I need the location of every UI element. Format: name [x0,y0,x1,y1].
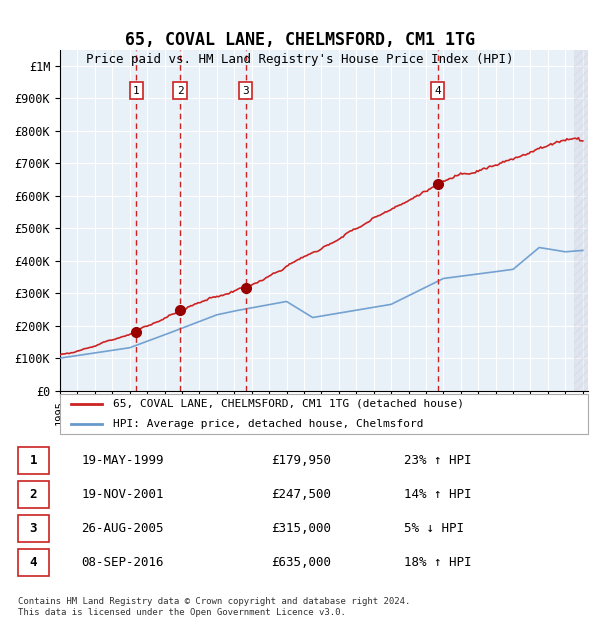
Text: 23% ↑ HPI: 23% ↑ HPI [404,454,471,467]
Text: £315,000: £315,000 [271,522,331,535]
FancyBboxPatch shape [60,394,588,434]
Text: £247,500: £247,500 [271,488,331,501]
Text: 1: 1 [29,454,37,467]
Text: Price paid vs. HM Land Registry's House Price Index (HPI): Price paid vs. HM Land Registry's House … [86,53,514,66]
Text: 18% ↑ HPI: 18% ↑ HPI [404,556,471,569]
Text: 26-AUG-2005: 26-AUG-2005 [81,522,164,535]
FancyBboxPatch shape [18,447,49,474]
Text: 65, COVAL LANE, CHELMSFORD, CM1 1TG: 65, COVAL LANE, CHELMSFORD, CM1 1TG [125,31,475,49]
FancyBboxPatch shape [18,481,49,508]
Text: HPI: Average price, detached house, Chelmsford: HPI: Average price, detached house, Chel… [113,419,424,429]
FancyBboxPatch shape [18,549,49,576]
Text: 1: 1 [133,86,140,95]
Text: 4: 4 [434,86,441,95]
Text: 14% ↑ HPI: 14% ↑ HPI [404,488,471,501]
FancyBboxPatch shape [18,515,49,542]
Text: This data is licensed under the Open Government Licence v3.0.: This data is licensed under the Open Gov… [18,608,346,617]
Bar [574,50,588,391]
Text: £635,000: £635,000 [271,556,331,569]
Text: 3: 3 [242,86,249,95]
Text: 5% ↓ HPI: 5% ↓ HPI [404,522,464,535]
Text: 3: 3 [29,522,37,535]
Text: 19-MAY-1999: 19-MAY-1999 [81,454,164,467]
Text: £179,950: £179,950 [271,454,331,467]
Text: 2: 2 [29,488,37,501]
Text: 4: 4 [29,556,37,569]
Text: 19-NOV-2001: 19-NOV-2001 [81,488,164,501]
Text: Contains HM Land Registry data © Crown copyright and database right 2024.: Contains HM Land Registry data © Crown c… [18,598,410,606]
Text: 2: 2 [176,86,184,95]
Text: 08-SEP-2016: 08-SEP-2016 [81,556,164,569]
Text: 65, COVAL LANE, CHELMSFORD, CM1 1TG (detached house): 65, COVAL LANE, CHELMSFORD, CM1 1TG (det… [113,399,464,409]
